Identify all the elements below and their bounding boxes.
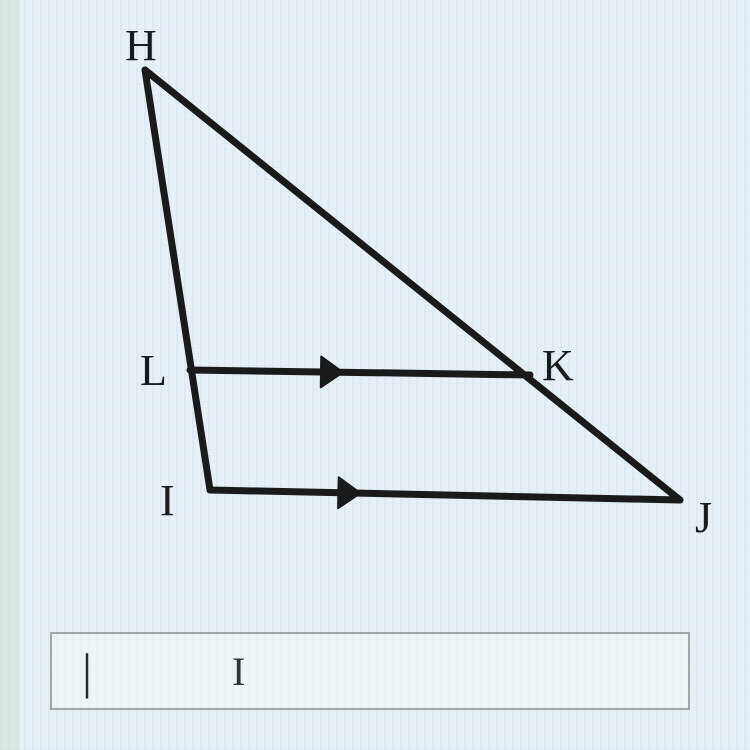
answer-input[interactable]: | I	[50, 632, 690, 710]
vertex-label-J: J	[695, 492, 712, 543]
triangle-svg	[40, 10, 730, 590]
geometry-diagram: H I J L K	[40, 10, 730, 590]
left-margin-bar	[0, 0, 20, 750]
vertex-label-L: L	[140, 345, 167, 396]
input-value: |	[82, 642, 92, 700]
vertex-label-I: I	[160, 475, 175, 526]
vertex-label-K: K	[542, 340, 574, 391]
text-cursor-icon: I	[232, 648, 245, 695]
vertex-label-H: H	[125, 20, 157, 71]
